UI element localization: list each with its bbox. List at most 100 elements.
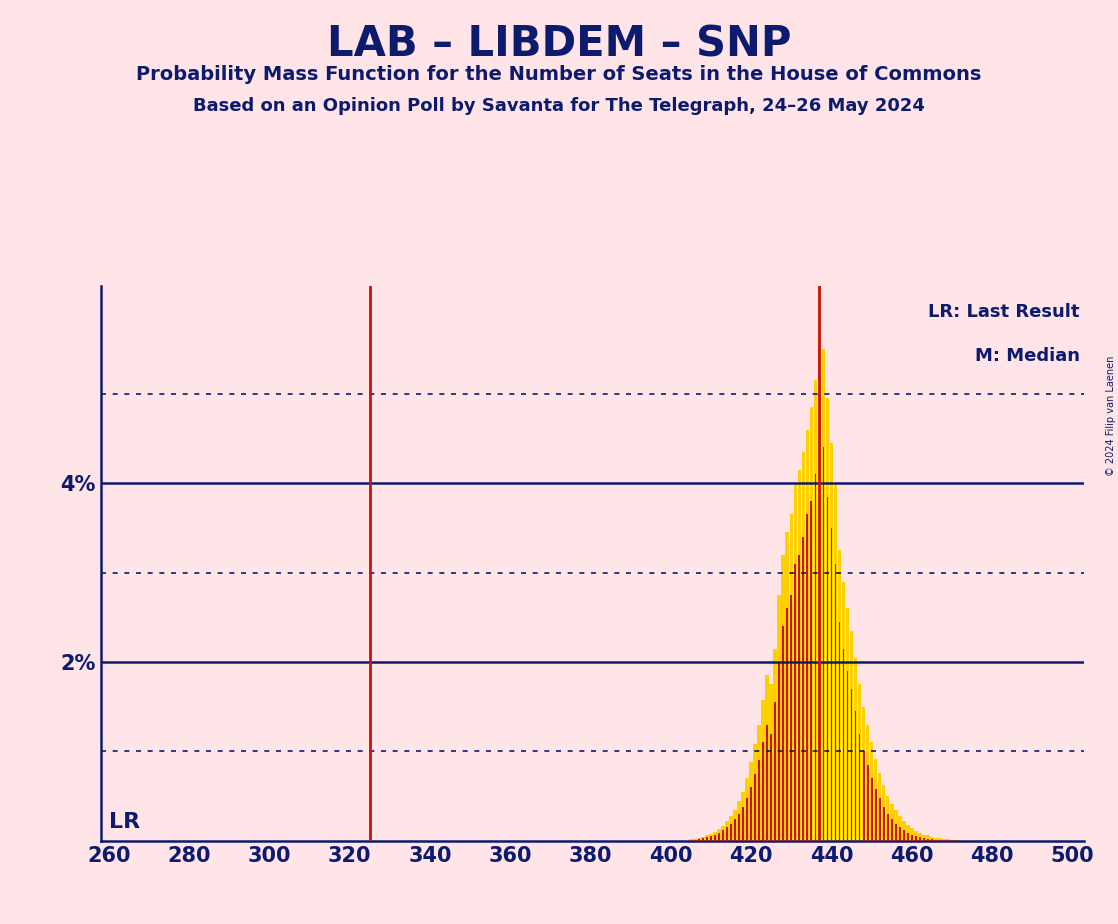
Bar <box>859 734 861 841</box>
Bar <box>834 564 836 841</box>
Bar <box>931 839 932 841</box>
Bar <box>823 447 824 841</box>
Bar <box>863 751 864 841</box>
Bar <box>903 830 904 841</box>
Bar <box>919 837 921 841</box>
Bar <box>871 778 872 841</box>
Bar <box>775 702 776 841</box>
Bar <box>910 828 913 841</box>
Bar <box>862 707 865 841</box>
Bar <box>842 581 845 841</box>
Text: M: Median: M: Median <box>975 347 1080 365</box>
Bar <box>790 595 793 841</box>
Bar <box>926 835 930 841</box>
Bar <box>902 821 906 841</box>
Bar <box>854 658 858 841</box>
Bar <box>718 833 720 841</box>
Bar <box>746 778 749 841</box>
Bar <box>942 839 946 841</box>
Bar <box>735 820 736 841</box>
Text: LR: Last Result: LR: Last Result <box>928 303 1080 321</box>
Bar <box>726 821 729 841</box>
Bar <box>786 608 788 841</box>
Bar <box>783 626 784 841</box>
Bar <box>742 807 745 841</box>
Bar <box>846 671 849 841</box>
Bar <box>918 833 921 841</box>
Bar <box>770 734 773 841</box>
Bar <box>730 824 732 841</box>
Bar <box>689 839 693 841</box>
Bar <box>885 796 890 841</box>
Bar <box>698 838 701 841</box>
Bar <box>822 349 825 841</box>
Bar <box>922 834 926 841</box>
Bar <box>746 798 748 841</box>
Bar <box>837 550 842 841</box>
Bar <box>930 837 934 841</box>
Bar <box>894 810 898 841</box>
Bar <box>894 824 897 841</box>
Bar <box>802 452 805 841</box>
Bar <box>798 554 800 841</box>
Bar <box>749 762 752 841</box>
Bar <box>866 765 869 841</box>
Bar <box>850 631 853 841</box>
Text: Probability Mass Function for the Number of Seats in the House of Commons: Probability Mass Function for the Number… <box>136 65 982 84</box>
Bar <box>766 675 769 841</box>
Bar <box>890 804 893 841</box>
Text: Based on an Opinion Poll by Savanta for The Telegraph, 24–26 May 2024: Based on an Opinion Poll by Savanta for … <box>193 97 925 115</box>
Bar <box>766 724 768 841</box>
Bar <box>911 834 912 841</box>
Bar <box>722 830 724 841</box>
Text: © 2024 Filip van Laenen: © 2024 Filip van Laenen <box>1106 356 1116 476</box>
Bar <box>923 838 925 841</box>
Bar <box>698 839 700 841</box>
Bar <box>786 532 789 841</box>
Bar <box>789 515 793 841</box>
Bar <box>906 825 910 841</box>
Bar <box>826 398 830 841</box>
Bar <box>927 839 929 841</box>
Bar <box>803 537 804 841</box>
Bar <box>806 515 808 841</box>
Bar <box>883 807 884 841</box>
Bar <box>774 649 777 841</box>
Bar <box>915 836 917 841</box>
Bar <box>898 816 901 841</box>
Bar <box>710 836 712 841</box>
Bar <box>809 407 813 841</box>
Bar <box>794 483 797 841</box>
Bar <box>874 789 877 841</box>
Bar <box>854 711 856 841</box>
Bar <box>830 443 833 841</box>
Bar <box>879 798 881 841</box>
Bar <box>713 832 717 841</box>
Bar <box>878 772 881 841</box>
Bar <box>701 837 704 841</box>
Bar <box>834 483 837 841</box>
Bar <box>887 814 889 841</box>
Bar <box>891 820 892 841</box>
Bar <box>769 685 773 841</box>
Bar <box>831 528 833 841</box>
Bar <box>814 381 817 841</box>
Bar <box>795 564 796 841</box>
Bar <box>899 827 901 841</box>
Bar <box>865 724 870 841</box>
Bar <box>845 608 850 841</box>
Bar <box>750 787 752 841</box>
Bar <box>757 724 761 841</box>
Bar <box>758 760 760 841</box>
Bar <box>915 831 918 841</box>
Bar <box>815 474 816 841</box>
Bar <box>934 838 938 841</box>
Bar <box>738 814 740 841</box>
Bar <box>817 286 822 841</box>
Bar <box>721 826 724 841</box>
Bar <box>826 496 828 841</box>
Bar <box>818 331 821 841</box>
Bar <box>851 688 852 841</box>
Bar <box>729 816 733 841</box>
Bar <box>727 827 728 841</box>
